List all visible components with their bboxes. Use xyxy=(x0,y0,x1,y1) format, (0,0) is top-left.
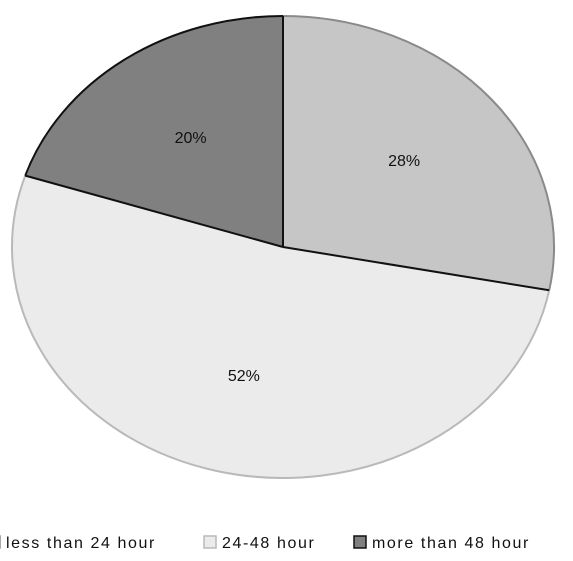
pie-slice-less-than-24-hour xyxy=(283,16,555,291)
pie-slice-edge xyxy=(11,175,551,479)
pie-slice-more-than-48-hour xyxy=(25,16,283,247)
legend-label-more-than-48-hour: more than 48 hour xyxy=(372,535,530,552)
pie-slices xyxy=(11,15,555,479)
pie-slice-edge xyxy=(282,15,555,291)
pie-slice-separator xyxy=(282,246,550,292)
legend-swatch-more-than-48-hour xyxy=(353,535,367,549)
pie-data-labels: 28% 52% 20% xyxy=(175,130,421,385)
legend-label-24-48-hour: 24-48 hour xyxy=(222,535,315,552)
pie-slice-separator xyxy=(24,174,284,248)
data-label-more-than-48-hour: 20% xyxy=(175,130,207,147)
pie-slice-24-48-hour xyxy=(12,175,550,478)
legend: less than 24 hour 24-48 hour more than 48 … xyxy=(0,535,530,552)
data-label-less-than-24-hour: 28% xyxy=(388,153,420,170)
legend-swatch-24-48-hour xyxy=(203,535,217,549)
data-label-24-48-hour: 52% xyxy=(228,368,260,385)
legend-label-less-than-24-hour: less than 24 hour xyxy=(6,535,156,552)
pie-slice-edge xyxy=(24,15,284,176)
